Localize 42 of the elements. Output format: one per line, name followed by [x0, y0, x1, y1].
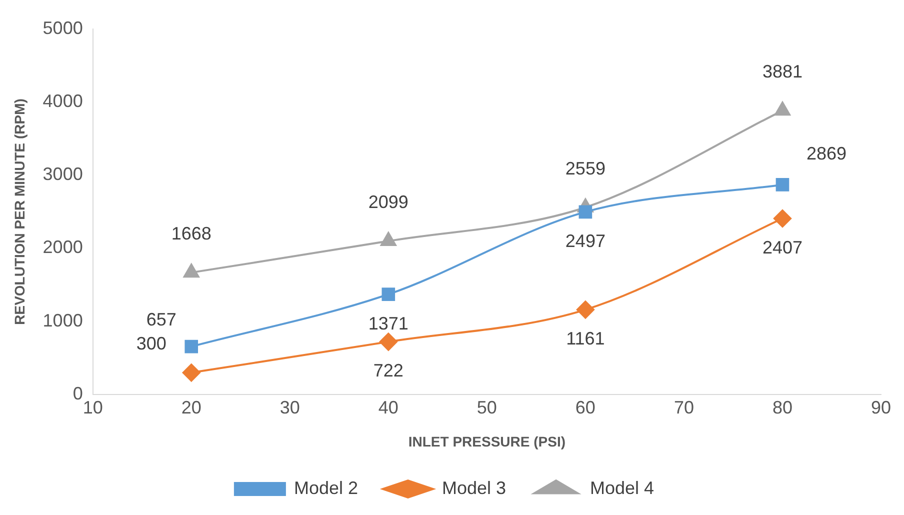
y-tick-label: 1000	[42, 310, 83, 330]
point	[776, 178, 790, 192]
data-label: 1371	[368, 313, 408, 334]
x-tick-label: 50	[476, 397, 497, 418]
data-label: 300	[136, 334, 166, 354]
point	[184, 340, 198, 354]
point	[379, 332, 398, 351]
data-label: 3881	[762, 62, 803, 82]
data-label: 2497	[565, 230, 606, 251]
point	[774, 102, 790, 116]
x-tick-label: 10	[82, 397, 103, 418]
x-tick-label: 80	[772, 397, 792, 418]
y-tick-label: 5000	[42, 18, 83, 38]
legend-label: Model 4	[590, 478, 654, 498]
legend-label: Model 2	[294, 478, 358, 498]
x-tick-label: 40	[378, 397, 398, 418]
legend-label: Model 3	[442, 478, 506, 498]
x-tick-label: 20	[181, 397, 202, 418]
point	[382, 288, 396, 301]
x-tick-label: 90	[870, 397, 892, 418]
point	[182, 364, 200, 382]
x-tick-label: 30	[280, 397, 300, 418]
data-label: 2869	[806, 144, 847, 164]
data-label: 657	[146, 310, 176, 330]
y-tick-label: 3000	[42, 164, 83, 184]
point	[576, 300, 594, 319]
x-axis-title: INLET PRESSURE (PSI)	[408, 433, 566, 450]
x-tick-label: 70	[674, 397, 694, 418]
y-tick-label: 4000	[42, 90, 83, 111]
data-label: 2099	[368, 192, 408, 212]
y-tick-label: 0	[72, 384, 83, 404]
data-label: 2559	[565, 158, 606, 178]
y-axis-title: REVOLUTION PER MINUTE (RPM)	[11, 98, 28, 325]
data-label: 1668	[171, 224, 212, 244]
point	[773, 210, 792, 228]
x-tick-label: 60	[575, 397, 596, 418]
y-tick-label: 2000	[42, 237, 83, 258]
point	[380, 232, 396, 246]
point	[183, 264, 200, 278]
data-label: 722	[373, 360, 404, 381]
data-label: 1161	[566, 328, 605, 349]
data-label: 2407	[762, 237, 803, 258]
